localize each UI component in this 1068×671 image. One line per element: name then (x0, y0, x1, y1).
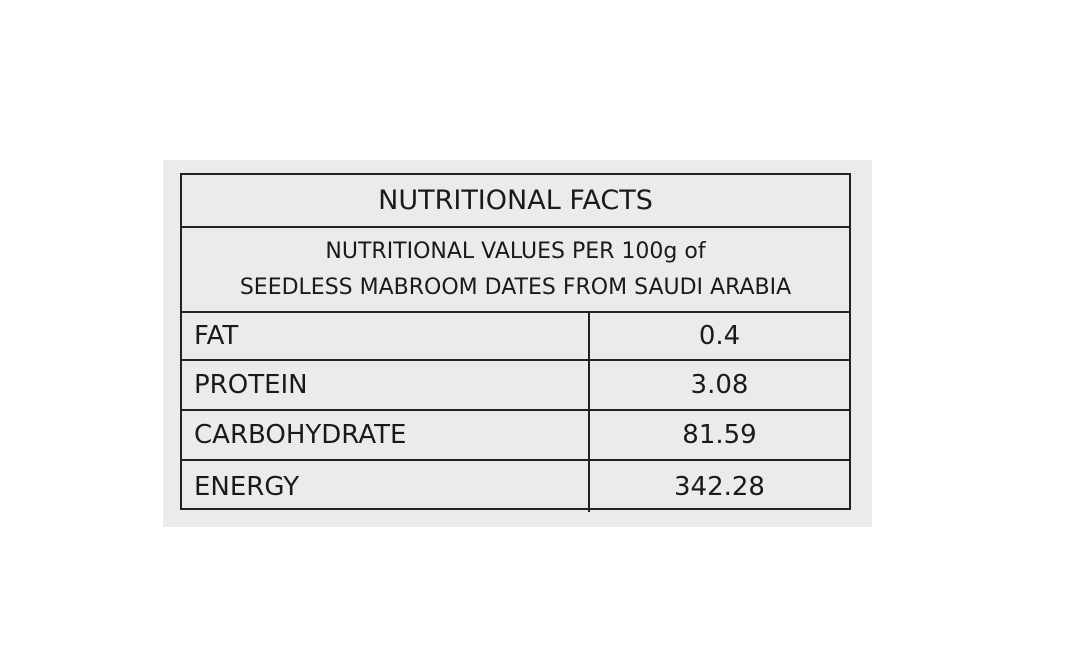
label-background (163, 160, 872, 527)
nutrient-value: 3.08 (590, 361, 849, 411)
subtitle-line: NUTRITIONAL VALUES PER 100g of (325, 238, 706, 264)
nutrient-name: PROTEIN (182, 361, 590, 411)
subtitle-line: SEEDLESS MABROOM DATES FROM SAUDI ARABIA (239, 274, 792, 300)
table-subtitle: NUTRITIONAL VALUES PER 100g of SEEDLESS … (182, 228, 849, 313)
nutrient-value: 0.4 (590, 313, 849, 361)
nutrient-name: FAT (182, 313, 590, 361)
nutrient-name: CARBOHYDRATE (182, 411, 590, 461)
table-title: NUTRITIONAL FACTS (182, 175, 849, 228)
nutrient-name: ENERGY (182, 461, 590, 512)
nutrition-table: NUTRITIONAL FACTS NUTRITIONAL VALUES PER… (180, 173, 851, 512)
nutrient-value: 81.59 (590, 411, 849, 461)
nutrient-value: 342.28 (674, 471, 765, 502)
